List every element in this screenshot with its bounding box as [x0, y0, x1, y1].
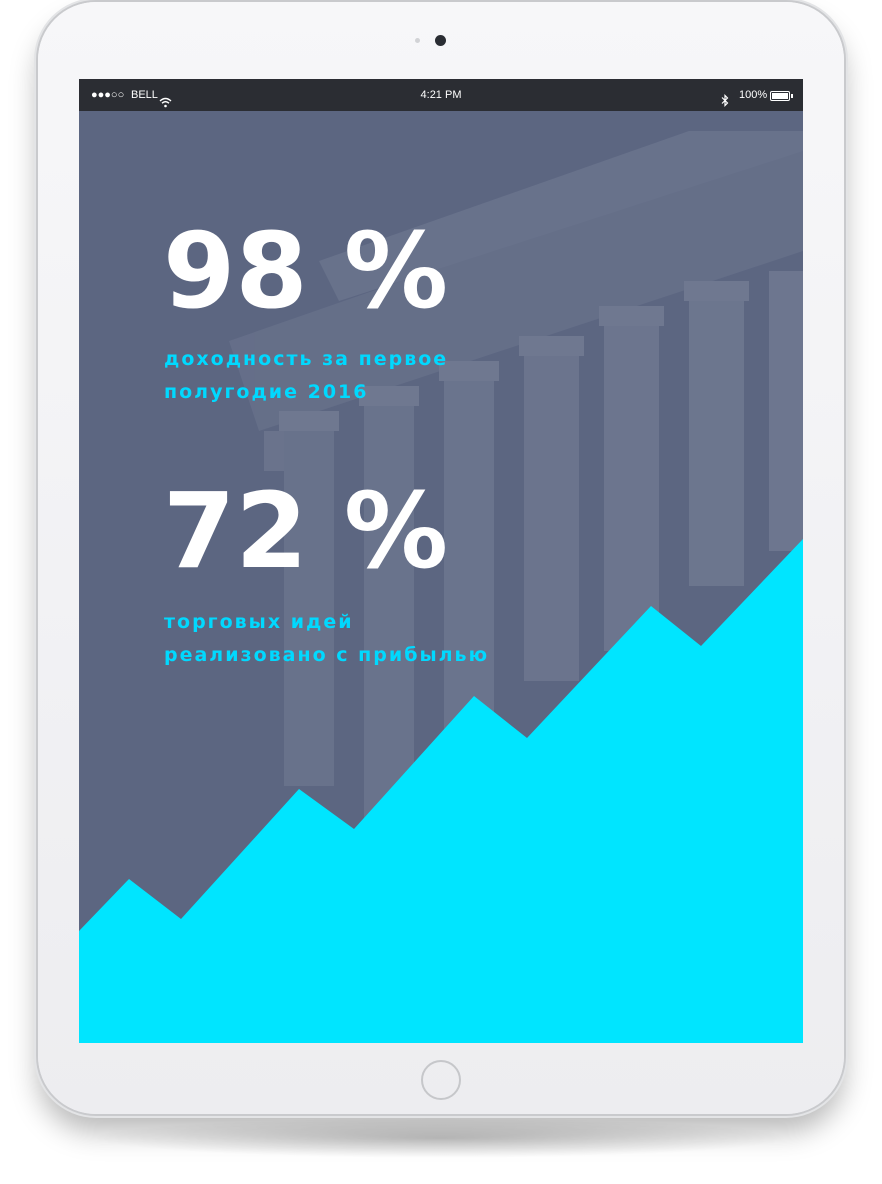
- stat-label-ideas-line1: торговых идей: [164, 611, 354, 633]
- tablet-screen: ●●●○○ BELL 4:21 PM 100%: [79, 79, 803, 1043]
- growth-chart-area: [79, 539, 803, 1043]
- light-sensor: [415, 38, 420, 43]
- battery-percent: 100%: [739, 89, 768, 101]
- stat-label-yield-line2: полугодие 2016: [164, 381, 369, 403]
- battery-icon: [770, 91, 793, 101]
- stat-value-ideas: 72 %: [163, 470, 449, 592]
- tablet-device: ●●●○○ BELL 4:21 PM 100%: [38, 2, 844, 1114]
- status-bar: ●●●○○ BELL 4:21 PM 100%: [79, 79, 803, 111]
- stat-label-ideas-line2: реализовано с прибылью: [164, 644, 490, 666]
- bluetooth-icon: [721, 88, 729, 120]
- app-content: 98 % доходность за первое полугодие 2016…: [79, 111, 803, 1043]
- background-artwork: [79, 131, 803, 1043]
- home-button[interactable]: [421, 1060, 461, 1100]
- status-time: 4:21 PM: [420, 89, 462, 101]
- wifi-icon: [159, 89, 172, 121]
- stat-label-yield-line1: доходность за первое: [164, 348, 449, 370]
- device-shadow: [90, 1118, 790, 1158]
- carrier-name: BELL: [131, 89, 158, 101]
- signal-strength-icon: ●●●○○: [91, 89, 125, 101]
- stat-value-yield: 98 %: [163, 210, 449, 332]
- camera-icon: [435, 35, 446, 46]
